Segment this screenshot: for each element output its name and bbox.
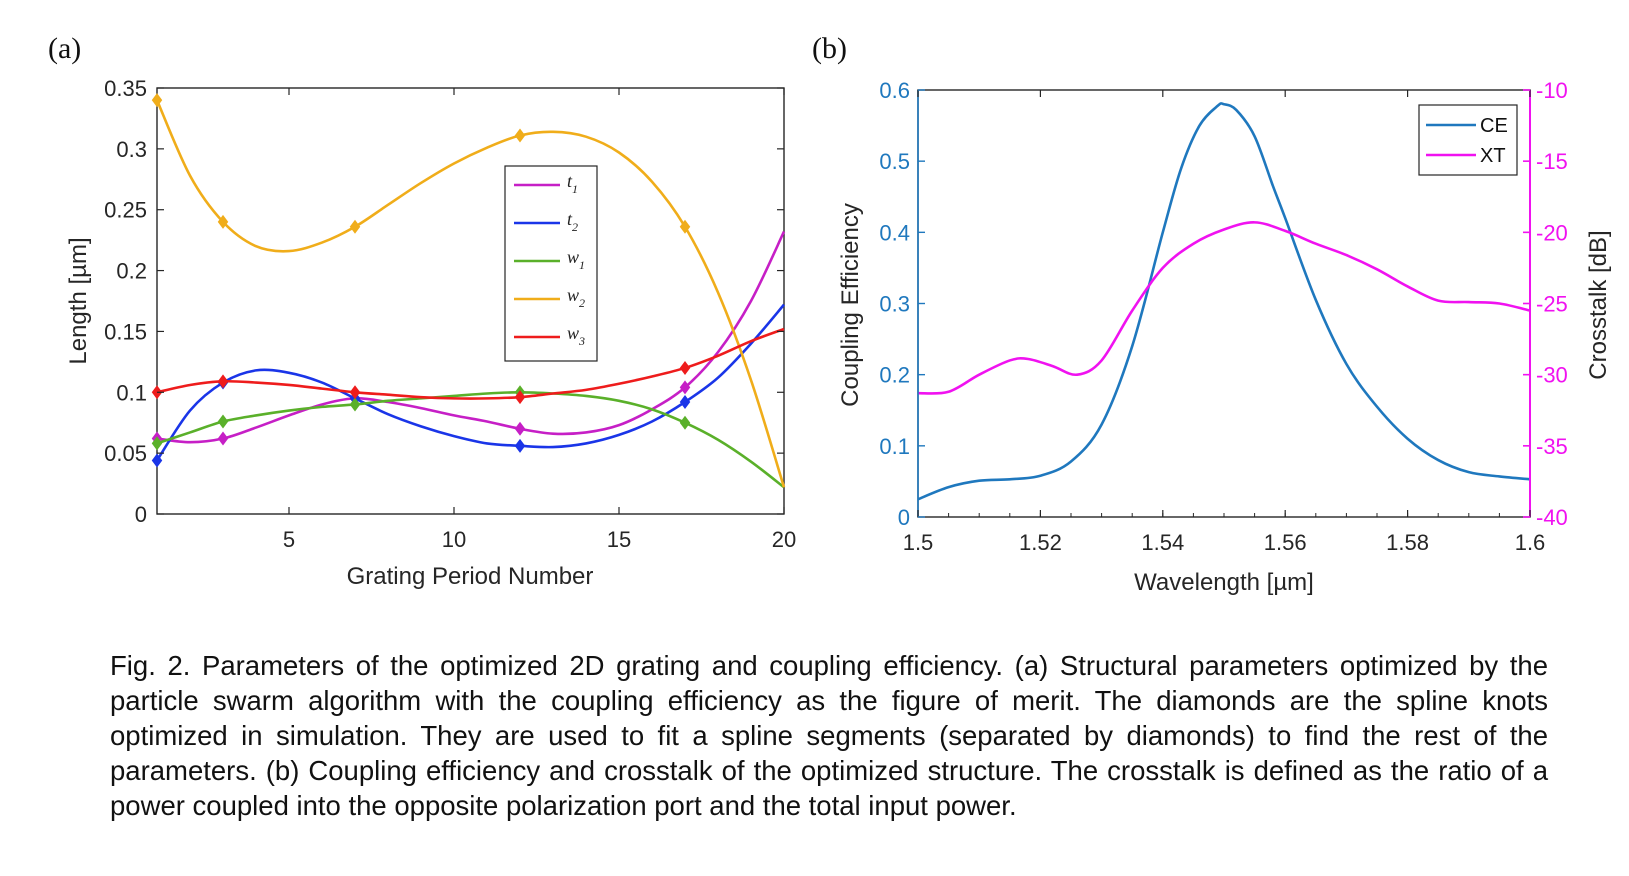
panel-a-spline-knot-marker (217, 374, 229, 389)
panel-a-legend-label: t2 (567, 209, 578, 234)
panel-a-spline-knot-marker (349, 397, 361, 412)
panel-b-x-axis-label: Wavelength [µm] (1134, 569, 1314, 596)
panel-b-legend: CE XT (1418, 104, 1518, 176)
panel-a-x-tick-label: 10 (442, 527, 466, 552)
panel-a-legend-label: w1 (567, 247, 585, 272)
panel-a-legend-label: t1 (567, 171, 578, 196)
panel-a-spline-knot-marker (151, 436, 163, 451)
panel-b-chart: (b) 1.5 1.52 1.54 1.56 1.58 1.6 0 0.1 0.2 0.3 0.4 0… (812, 32, 1612, 596)
panel-a-legend-name: t (567, 209, 573, 229)
panel-a-legend-label: w2 (567, 285, 585, 310)
panel-a-spline-knot-marker (679, 380, 691, 395)
panel-a-spline-knot-marker (679, 415, 691, 430)
panel-a-spline-knot-marker (349, 219, 361, 234)
panel-b-y-axis-label: Coupling Efficiency (837, 203, 864, 407)
panel-b-y-tick-label: 0.1 (879, 434, 910, 459)
panel-b-x-tick-label: 1.6 (1515, 530, 1546, 555)
panel-a-legend-name: w (567, 285, 579, 305)
panel-a-spline-knot-marker (679, 395, 691, 410)
panel-a-spline-knot-marker (217, 431, 229, 446)
panel-b-legend-label: XT (1480, 145, 1506, 167)
panel-a-y-tick-label: 0.05 (104, 441, 147, 466)
panel-a-spline-knot-marker (349, 385, 361, 400)
panel-a-spline-knot-marker (217, 214, 229, 229)
panel-b-y2-tick-label: -40 (1536, 505, 1568, 530)
panel-b-x-tick-label: 1.54 (1141, 530, 1184, 555)
panel-a-label: (a) (48, 32, 81, 65)
panel-b-legend-label: CE (1480, 115, 1508, 137)
panel-a-legend-subscript: 1 (572, 182, 578, 196)
panel-a-x-axis-label: Grating Period Number (347, 563, 594, 590)
panel-a-series-line-w2 (155, 99, 786, 488)
panel-b-x-tick-label: 1.58 (1386, 530, 1429, 555)
panel-a-x-tick-label: 15 (607, 527, 631, 552)
panel-b-x-tick-label: 1.52 (1019, 530, 1062, 555)
panel-a-legend-name: w (567, 323, 579, 343)
panel-a-spline-knot-marker (679, 360, 691, 375)
panel-a-legend-subscript: 3 (578, 334, 585, 348)
panel-b-y-tick-label: 0.3 (879, 292, 910, 317)
panel-b-label: (b) (812, 32, 847, 65)
panel-a-spline-knot-marker (217, 414, 229, 429)
panel-b-series-line-ce (917, 102, 1531, 501)
panel-b-y-tick-label: 0.5 (879, 149, 910, 174)
panel-a-legend-name: t (567, 171, 573, 191)
panel-a-x-tick-label: 5 (283, 527, 295, 552)
panel-b-y2-axis-label: Crosstalk [dB] (1585, 230, 1612, 379)
panel-a-y-tick-label: 0.25 (104, 198, 147, 223)
panel-b-y-tick-label: 0.2 (879, 363, 910, 388)
panel-b-y2-tick-label: -10 (1536, 78, 1568, 103)
panel-a-legend-label: w3 (567, 323, 585, 348)
panel-a-spline-knot-marker (514, 421, 526, 436)
panel-a-y-axis-label: Length [µm] (65, 237, 92, 364)
panel-b-y2-tick-label: -25 (1536, 292, 1568, 317)
panel-a-legend-name: w (567, 247, 579, 267)
panel-b-y2-tick-label: -20 (1536, 220, 1568, 245)
panel-a-y-tick-label: 0.3 (116, 137, 147, 162)
panel-a-x-tick-label: 20 (772, 527, 796, 552)
panel-a-legend-subscript: 2 (572, 220, 578, 234)
panel-b-y-tick-label: 0.4 (879, 220, 910, 245)
panel-b-series-line-xt (917, 221, 1531, 395)
panel-a-y-tick-label: 0.35 (104, 76, 147, 101)
panel-a-spline-knot-marker (679, 219, 691, 234)
panel-b-y2-tick-label: -30 (1536, 363, 1568, 388)
figure-caption: Fig. 2. Parameters of the optimized 2D g… (110, 650, 1548, 821)
panel-a-plot-area (156, 87, 785, 515)
panel-a-spline-knot-marker (514, 128, 526, 143)
panel-a-y-tick-label: 0.2 (116, 259, 147, 284)
panel-a-y-tick-label: 0.15 (104, 319, 147, 344)
panel-a-spline-knot-marker (151, 453, 163, 468)
panel-b-y2-tick-label: -15 (1536, 149, 1568, 174)
panel-a-chart: (a) 5 10 15 20 0 0.05 0.1 0.15 0.2 0.25 0.3 0.35 Gr… (48, 32, 796, 590)
panel-b-x-tick-label: 1.5 (903, 530, 934, 555)
panel-b-y2-tick-label: -35 (1536, 434, 1568, 459)
panel-b-x-tick-label: 1.56 (1264, 530, 1307, 555)
panel-a-legend-subscript: 1 (579, 258, 585, 272)
panel-a-y-tick-label: 0 (135, 502, 147, 527)
panel-a-y-tick-label: 0.1 (116, 380, 147, 405)
panel-a-spline-knot-marker (151, 93, 163, 108)
panel-a-spline-knot-marker (514, 390, 526, 405)
panel-b-y-tick-label: 0 (898, 505, 910, 530)
panel-a-legend-subscript: 2 (579, 296, 585, 310)
panel-b-y-tick-label: 0.6 (879, 78, 910, 103)
panel-a-spline-knot-marker (514, 438, 526, 453)
